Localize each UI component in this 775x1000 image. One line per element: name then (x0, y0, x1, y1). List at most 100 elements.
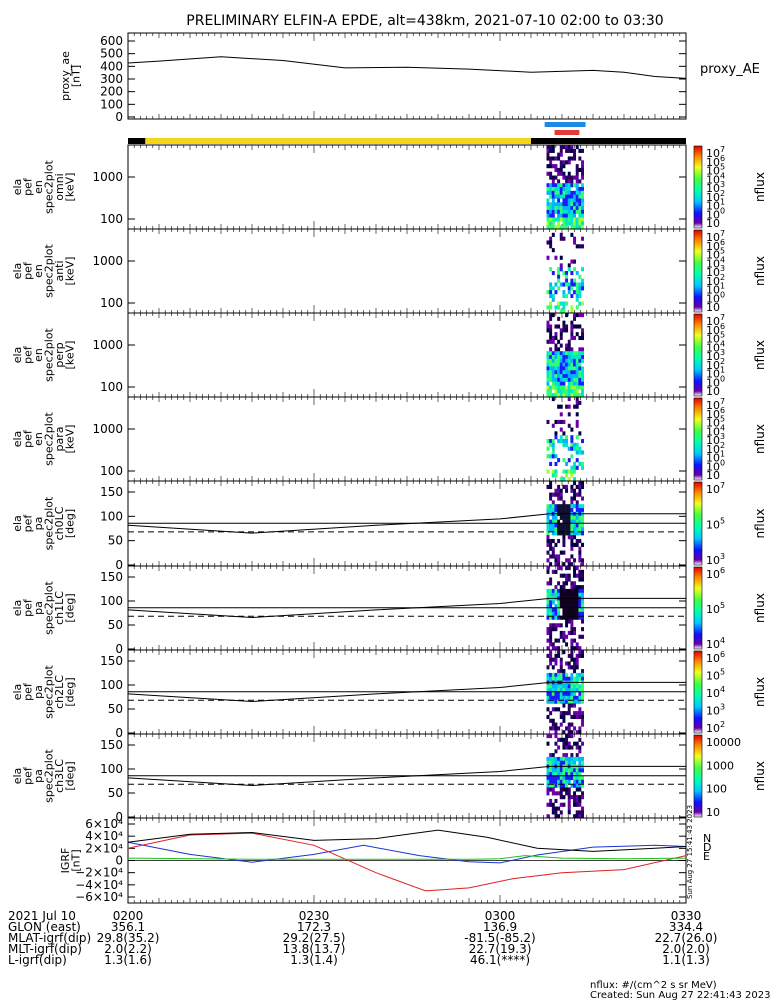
spectrogram-cell (554, 779, 558, 784)
footer-row-value: 136.9 (483, 920, 517, 934)
spectrogram-cell (565, 274, 569, 279)
colorbar-tick-label: 104 (706, 636, 725, 651)
colorbar-label: nflux (753, 340, 767, 370)
panel-ytick-label: 0 (115, 558, 123, 572)
spectrogram-cell (562, 585, 566, 590)
spectrogram-cell (575, 531, 579, 536)
spectrogram-cell (578, 756, 582, 762)
spectrogram-cell (562, 745, 566, 750)
spectrogram-cell (546, 519, 550, 524)
spectrogram-cell (549, 615, 553, 620)
spectrogram-cell (578, 550, 582, 555)
spectrogram-cell (565, 776, 569, 781)
spectrogram-cell (559, 630, 563, 636)
spectrogram-cell (546, 351, 550, 356)
spectrogram-cell (565, 695, 569, 700)
spectrogram-cell (549, 787, 553, 792)
colorbar-tick-exponent: 3 (720, 264, 725, 273)
spectrogram-cell (551, 688, 555, 693)
spectrogram-cell (559, 692, 563, 697)
spectrogram-cell (559, 385, 563, 390)
spectrogram-cell (546, 707, 550, 712)
spectrogram-cell (565, 531, 569, 536)
spectrogram-cell (551, 531, 555, 536)
spectrogram-cell (559, 550, 563, 555)
spectrogram-cell (570, 703, 574, 708)
spectrogram-cell (557, 726, 561, 731)
spectrogram-cell (565, 787, 569, 792)
spectrogram-cell (565, 642, 569, 647)
spectrogram-cell (546, 527, 550, 532)
spectrogram-cell (581, 527, 584, 532)
spectrogram-cell (581, 286, 584, 291)
spectrogram-cell (575, 393, 579, 398)
spectrogram-cell (562, 202, 566, 207)
spectrogram-cell (562, 362, 566, 367)
spectrogram-cell (567, 187, 571, 192)
spectrogram-cell (551, 492, 555, 497)
colorbar-tick-label: 102 (706, 720, 725, 735)
spectrogram-cell (570, 519, 574, 524)
spectrogram-cell (570, 768, 574, 773)
spectrogram-cell (565, 783, 569, 788)
spectrogram-cell (546, 328, 550, 333)
spectrogram-cell (546, 627, 550, 632)
spectrogram-cell (551, 538, 555, 544)
spectrogram-cell (565, 484, 569, 490)
spectrogram-cell (570, 676, 574, 681)
spectrogram-cell (557, 806, 561, 811)
spectrogram-cell (554, 653, 558, 658)
proxy-ae-line (127, 56, 687, 79)
spectrogram-cell (559, 772, 563, 777)
spectrogram-cell (554, 217, 558, 222)
spectrogram-cell (551, 806, 555, 811)
spectrogram-cell (581, 187, 584, 192)
spectrogram-cell (570, 225, 574, 230)
panel-ylabel-line: para (53, 427, 66, 452)
spectrogram-cell (575, 699, 579, 704)
spectrogram-cell (562, 650, 566, 655)
footer-row-value: 22.7(19.3) (469, 942, 532, 956)
colorbar-tick-label: 10000 (706, 736, 741, 749)
spectrogram-cell (554, 749, 558, 754)
spectrogram-cell (554, 661, 558, 666)
colorbar-tick-exponent: 5 (720, 517, 725, 526)
spectrogram-cell (554, 469, 558, 474)
spectrogram-cell (549, 779, 553, 784)
footer-row-value: -81.5(-85.2) (464, 931, 535, 945)
spectrogram-cell (551, 225, 555, 230)
spectrogram-cell (546, 198, 550, 203)
colorbar-tick-exponent: 0 (720, 458, 725, 467)
spectrogram-cell (549, 608, 553, 613)
spectrogram-cell (562, 282, 566, 287)
spectrogram-cell (554, 810, 558, 815)
spectrogram-cell (581, 194, 584, 199)
spectrogram-cell (546, 504, 550, 509)
spectrogram-cell (565, 347, 569, 352)
spectrogram-cell (546, 374, 550, 379)
spectrogram-cell (567, 515, 571, 520)
spectrogram-cell (578, 225, 582, 230)
spectrogram-cell (546, 550, 550, 555)
spectrogram-cell (559, 802, 563, 807)
spectrogram-cell (581, 301, 584, 306)
spectrogram-cell (581, 171, 584, 176)
colorbar-tick-label: 10 (706, 806, 720, 819)
spectrogram-cell (567, 711, 571, 716)
spectrogram-cell (559, 592, 563, 597)
spectrogram-cell (559, 722, 563, 727)
spectrogram-cell (578, 187, 582, 192)
spectrogram-cell (546, 538, 550, 544)
spectrogram-cell (565, 209, 569, 215)
spectrogram-cell (567, 282, 571, 287)
spectrogram-cell (567, 558, 571, 563)
spectrogram-cell (562, 206, 566, 211)
spectrogram-cell (546, 692, 550, 697)
colorbar-label: nflux (753, 424, 767, 454)
spectrogram-cell (567, 798, 571, 804)
spectrogram-cell (581, 615, 584, 620)
spectrogram-cell (554, 657, 558, 662)
spectrogram-cell (554, 504, 558, 509)
spectrogram-cell (551, 546, 555, 551)
